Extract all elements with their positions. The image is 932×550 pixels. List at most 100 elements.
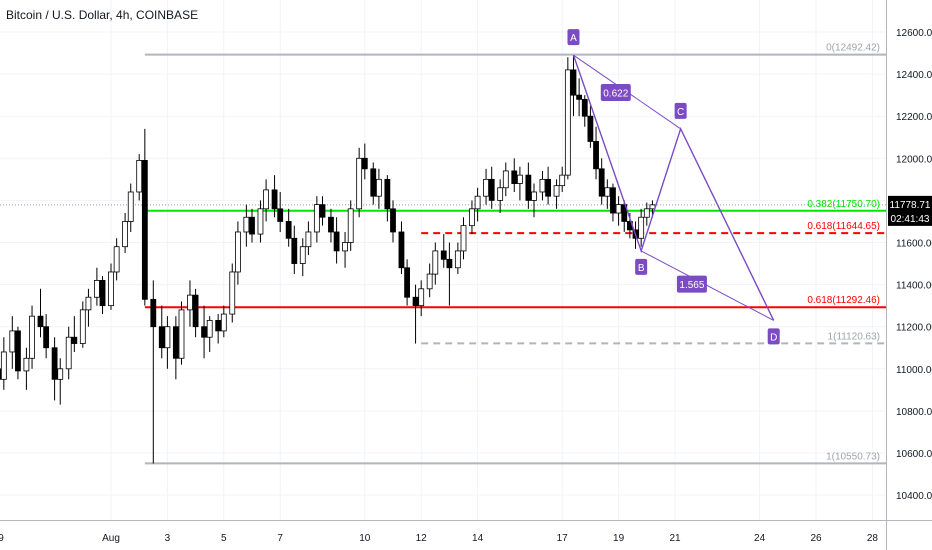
harmonic-pattern: A B C D 0.622 1.565: [567, 29, 780, 345]
pattern-point-badge: [767, 328, 780, 345]
candle-body: [384, 178, 391, 210]
candle-body: [375, 178, 382, 197]
candle-body: [469, 208, 475, 227]
x-tick-label: 26: [810, 533, 822, 544]
candle-body: [370, 168, 377, 197]
candle-body: [37, 315, 44, 328]
candle-body: [122, 221, 128, 248]
candle-body: [412, 296, 419, 307]
candle-body: [0, 368, 2, 380]
last-price-badge: [888, 195, 932, 226]
candle-body: [319, 204, 326, 218]
candle-body: [234, 231, 241, 273]
y-tick-label: 12000.00: [896, 154, 932, 165]
candle-body: [638, 216, 645, 239]
candle-body: [249, 216, 255, 235]
candle-body: [440, 250, 447, 260]
x-tick-label: 5: [221, 533, 227, 544]
candle-body: [172, 326, 179, 359]
price-axis[interactable]: 12600.0012400.0012200.0012000.0011800.00…: [886, 0, 932, 550]
symbol-title: Bitcoin / U.S. Dollar, 4h, COINBASE: [6, 8, 199, 22]
candle-body: [127, 191, 134, 222]
candle-body: [525, 174, 532, 201]
candle-body: [65, 336, 72, 370]
candle-body: [29, 315, 35, 359]
ratio-label: 1.565: [679, 280, 704, 291]
candle-body: [356, 157, 363, 210]
candle-body: [598, 168, 605, 197]
candle-body: [342, 242, 348, 252]
candle-body: [136, 160, 143, 193]
candle-body: [649, 204, 656, 210]
candle-body: [390, 208, 396, 233]
y-tick-label: 12600.00: [896, 28, 932, 39]
y-tick-label: 11400.00: [896, 281, 932, 292]
candle-body: [9, 330, 16, 353]
candle-body: [220, 313, 227, 332]
candle-body: [474, 195, 481, 210]
candle-body: [497, 187, 504, 201]
fib-level-label: 1(11120.63): [828, 331, 880, 342]
candle-body: [604, 187, 611, 197]
y-tick-label: 11000.00: [896, 365, 932, 376]
candle-body: [187, 294, 193, 311]
pattern-point-label: A: [570, 33, 577, 44]
pattern-leg: [572, 54, 775, 321]
candle-body: [621, 204, 628, 222]
candle-body: [539, 178, 546, 193]
ratio-label: 0.622: [603, 89, 628, 100]
candle-body: [454, 250, 461, 269]
candle-body: [113, 246, 120, 273]
x-tick-label: Aug: [102, 533, 120, 544]
candle-body: [643, 208, 650, 218]
y-tick-label: 11600.00: [896, 239, 932, 250]
candle-body: [587, 115, 594, 142]
x-tick-label: 17: [557, 533, 569, 544]
x-tick-label: 3: [165, 533, 171, 544]
candle-body: [615, 204, 622, 214]
candle-body: [361, 157, 368, 170]
candle-body: [257, 208, 264, 235]
candle-body: [99, 279, 106, 307]
candle-body: [0, 351, 7, 380]
y-tick-label: 11200.00: [896, 323, 932, 334]
candle-body: [108, 271, 114, 307]
candle-body: [164, 326, 171, 349]
candle-body: [243, 216, 250, 233]
candle-body: [502, 170, 509, 189]
ratio-badge: [676, 275, 707, 293]
candle-body: [432, 250, 439, 275]
pattern-point-label: D: [770, 332, 777, 343]
candle-body: [299, 246, 306, 264]
candle-body: [593, 141, 599, 170]
x-tick-label: 12: [416, 533, 428, 544]
candle-body: [305, 231, 312, 248]
x-tick-label: 24: [754, 533, 766, 544]
candle-body: [57, 368, 64, 380]
candle-body: [545, 178, 551, 197]
pattern-point-label: B: [638, 263, 645, 274]
chart-grid: [0, 0, 886, 520]
pattern-point-badge: [567, 29, 580, 46]
countdown-label: 02:41:43: [891, 214, 930, 225]
candle-body: [178, 309, 185, 359]
pattern-point-label: C: [677, 107, 684, 118]
candle-body: [277, 208, 284, 222]
x-tick-label: 29: [0, 533, 4, 544]
candle-body: [559, 174, 566, 187]
y-tick-label: 12400.00: [896, 70, 932, 81]
candle-body: [446, 258, 453, 269]
candle-body: [531, 191, 537, 201]
y-tick-label: 12200.00: [896, 112, 932, 123]
y-tick-label: 10400.00: [896, 491, 932, 502]
candle-body: [229, 271, 236, 315]
time-axis[interactable]: 29 Aug 3 5 7 10 12 14 17 19 21 24 26 28: [0, 520, 932, 545]
candle-body: [564, 69, 571, 176]
candle-body: [201, 326, 207, 338]
candle-body: [271, 189, 278, 210]
candle-body: [215, 319, 222, 332]
pattern-bd-line: [640, 250, 774, 321]
x-tick-label: 28: [867, 533, 879, 544]
candle-body: [347, 208, 354, 243]
